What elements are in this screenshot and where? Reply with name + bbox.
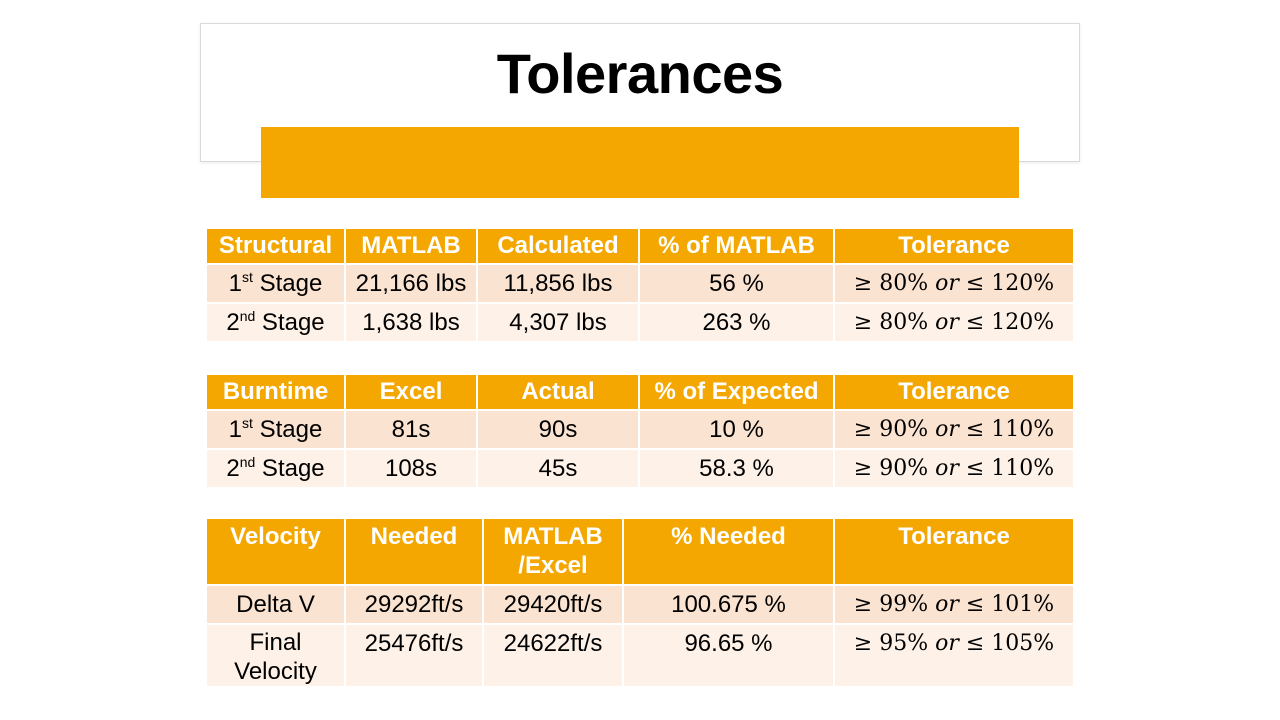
stage-label: 2nd Stage bbox=[207, 450, 344, 487]
header-cell: Calculated bbox=[478, 229, 638, 263]
table-row: 1st Stage 21,166 lbs 11,856 lbs 56 % ≥ 8… bbox=[207, 265, 1073, 302]
header-cell: % of Expected bbox=[640, 375, 833, 409]
table-header-row: Structural MATLAB Calculated % of MATLAB… bbox=[207, 229, 1073, 263]
tolerance-value: ≥ 80% or ≤ 120% bbox=[835, 265, 1073, 302]
table-row: 1st Stage 81s 90s 10 % ≥ 90% or ≤ 110% bbox=[207, 411, 1073, 448]
calculated-value: 11,856 lbs bbox=[478, 265, 638, 302]
header-cell: MATLAB bbox=[346, 229, 476, 263]
calculated-value: 4,307 lbs bbox=[478, 304, 638, 341]
percent-value: 56 % bbox=[640, 265, 833, 302]
excel-value: 108s bbox=[346, 450, 476, 487]
table-row: 2nd Stage 108s 45s 58.3 % ≥ 90% or ≤ 110… bbox=[207, 450, 1073, 487]
table-row: Delta V 29292ft/s 29420ft/s 100.675 % ≥ … bbox=[207, 586, 1073, 623]
tolerance-value: ≥ 90% or ≤ 110% bbox=[835, 450, 1073, 487]
header-cell: Tolerance bbox=[835, 519, 1073, 584]
tolerance-value: ≥ 80% or ≤ 120% bbox=[835, 304, 1073, 341]
velocity-table: Velocity Needed MATLAB/Excel % Needed To… bbox=[205, 517, 1075, 688]
burntime-table: Burntime Excel Actual % of Expected Tole… bbox=[205, 373, 1075, 489]
percent-value: 100.675 % bbox=[624, 586, 833, 623]
header-cell: Actual bbox=[478, 375, 638, 409]
header-cell: Burntime bbox=[207, 375, 344, 409]
matlab-excel-value: 29420ft/s bbox=[484, 586, 622, 623]
header-cell: Excel bbox=[346, 375, 476, 409]
tolerance-value: ≥ 99% or ≤ 101% bbox=[835, 586, 1073, 623]
actual-value: 45s bbox=[478, 450, 638, 487]
header-cell: % Needed bbox=[624, 519, 833, 584]
percent-value: 263 % bbox=[640, 304, 833, 341]
header-cell: Velocity bbox=[207, 519, 344, 584]
actual-value: 90s bbox=[478, 411, 638, 448]
page-title: Tolerances bbox=[496, 42, 784, 105]
stage-label: 1st Stage bbox=[207, 265, 344, 302]
matlab-excel-value: 24622ft/s bbox=[484, 625, 622, 686]
row-label: Final Velocity bbox=[207, 625, 344, 686]
table-row: Final Velocity 25476ft/s 24622ft/s 96.65 … bbox=[207, 625, 1073, 686]
needed-value: 29292ft/s bbox=[346, 586, 482, 623]
needed-value: 25476ft/s bbox=[346, 625, 482, 686]
header-cell: Needed bbox=[346, 519, 482, 584]
tolerance-value: ≥ 90% or ≤ 110% bbox=[835, 411, 1073, 448]
header-cell: Structural bbox=[207, 229, 344, 263]
row-label: Delta V bbox=[207, 586, 344, 623]
matlab-value: 1,638 lbs bbox=[346, 304, 476, 341]
structural-table: Structural MATLAB Calculated % of MATLAB… bbox=[205, 227, 1075, 343]
percent-value: 96.65 % bbox=[624, 625, 833, 686]
table-row: 2nd Stage 1,638 lbs 4,307 lbs 263 % ≥ 80… bbox=[207, 304, 1073, 341]
table-header-row: Burntime Excel Actual % of Expected Tole… bbox=[207, 375, 1073, 409]
header-cell: Tolerance bbox=[835, 375, 1073, 409]
header-cell: Tolerance bbox=[835, 229, 1073, 263]
header-cell: MATLAB/Excel bbox=[484, 519, 622, 584]
tolerance-value: ≥ 95% or ≤ 105% bbox=[835, 625, 1073, 686]
stage-label: 2nd Stage bbox=[207, 304, 344, 341]
header-cell: % of MATLAB bbox=[640, 229, 833, 263]
stage-label: 1st Stage bbox=[207, 411, 344, 448]
excel-value: 81s bbox=[346, 411, 476, 448]
matlab-value: 21,166 lbs bbox=[346, 265, 476, 302]
percent-value: 58.3 % bbox=[640, 450, 833, 487]
table-header-row: Velocity Needed MATLAB/Excel % Needed To… bbox=[207, 519, 1073, 584]
accent-bar bbox=[261, 127, 1019, 198]
percent-value: 10 % bbox=[640, 411, 833, 448]
